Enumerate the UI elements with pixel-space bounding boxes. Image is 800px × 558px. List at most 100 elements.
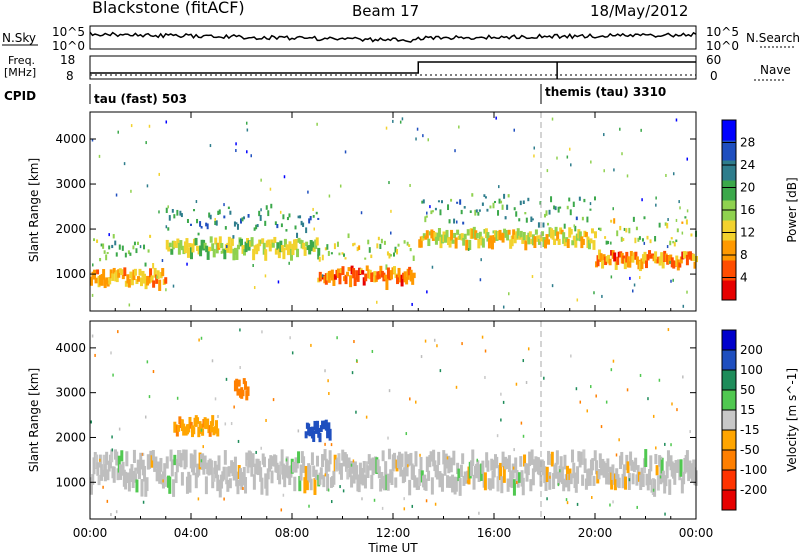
power-cell [397,267,401,278]
velocity-cell [106,469,110,481]
power-cell [617,251,621,258]
velocity-cell [226,479,230,492]
power-cell [376,271,380,280]
power-cell [282,247,286,260]
velocity-cell [235,378,239,390]
velocity-cell [355,410,357,414]
power-cell [547,222,550,226]
power-cell [102,243,105,249]
velocity-cell [99,458,101,462]
colorbar-cell [722,450,736,471]
velocity-cell [565,465,569,481]
power-cell [297,237,301,243]
power-cell [492,234,496,243]
power-cell [383,240,386,245]
velocity-cell [260,446,262,450]
velocity-cell [286,466,290,479]
power-cell [186,218,189,223]
power-cell [434,207,437,211]
power-cell [430,210,433,215]
power-cell [165,288,167,292]
power-cell [605,240,608,245]
power-cell [343,276,347,282]
power-cell [412,272,416,279]
power-cell [321,274,324,278]
velocity-cell [690,472,694,483]
velocity-cell [647,397,649,401]
velocity-cell [563,454,567,470]
power-cell [673,261,677,267]
power-cell [330,252,333,255]
velocity-cell [162,479,164,483]
power-cell [690,233,693,237]
power-cell [639,276,641,280]
noise-left-tick-bottom: 10^0 [52,39,85,53]
power-cell [177,242,181,255]
power-cell [508,292,510,296]
power-cell [191,243,195,253]
velocity-cell [246,386,250,396]
power-cell [108,277,112,285]
velocity-cell [593,450,597,461]
power-cell [197,232,200,236]
colorbar-tick-label: 50 [740,383,755,397]
power-cell [616,230,619,237]
velocity-cell [203,455,207,470]
colorbar-tick-label: 200 [740,343,763,357]
velocity-cell [634,457,638,470]
power-cell [489,205,492,209]
power-cell [477,212,480,216]
power-cell [130,189,132,193]
power-cell [227,236,231,247]
power-cell [516,228,520,239]
power-cell [158,210,160,214]
velocity-cell [236,388,240,396]
power-cell [390,231,392,235]
power-cell [513,234,517,244]
power-cell [649,254,653,259]
velocity-cell [565,498,568,502]
velocity-cell [595,394,597,398]
velocity-cell [217,414,219,418]
velocity-cell [419,456,423,475]
velocity-cell [446,475,450,488]
noise-right-label: N.Search [746,31,800,45]
velocity-cell [461,453,465,465]
power-cell [250,154,252,158]
power-cell [385,126,388,130]
power-cell [581,216,584,221]
power-cell [637,237,640,242]
power-cell [467,247,470,251]
velocity-cell [342,489,345,493]
power-cell [285,229,288,232]
power-cell [149,234,152,238]
velocity-cell [106,499,109,503]
power-cell [462,221,465,225]
power-cell [664,222,667,226]
velocity-cell [304,431,308,439]
velocity-cell [543,376,545,380]
power-cell [570,163,572,167]
velocity-cell [502,400,505,404]
power-cell [621,152,623,156]
velocity-cell [361,497,363,501]
power-cell [305,241,309,247]
velocity-cell [211,415,215,426]
power-cell [497,231,501,240]
y-tick-label: 4000 [55,341,86,355]
velocity-cell [466,480,469,484]
velocity-cell [687,466,691,482]
power-cell [638,236,641,240]
power-cell [170,248,174,255]
power-cell [510,235,514,247]
power-cell [408,266,412,276]
power-cell [480,236,484,246]
power-cell [249,241,253,247]
power-cell [215,242,219,254]
power-cell [167,205,169,209]
velocity-cell [312,430,316,442]
power-cell [613,218,616,224]
velocity-cell [148,395,151,399]
power-cell [311,241,315,250]
power-cell [403,240,406,244]
